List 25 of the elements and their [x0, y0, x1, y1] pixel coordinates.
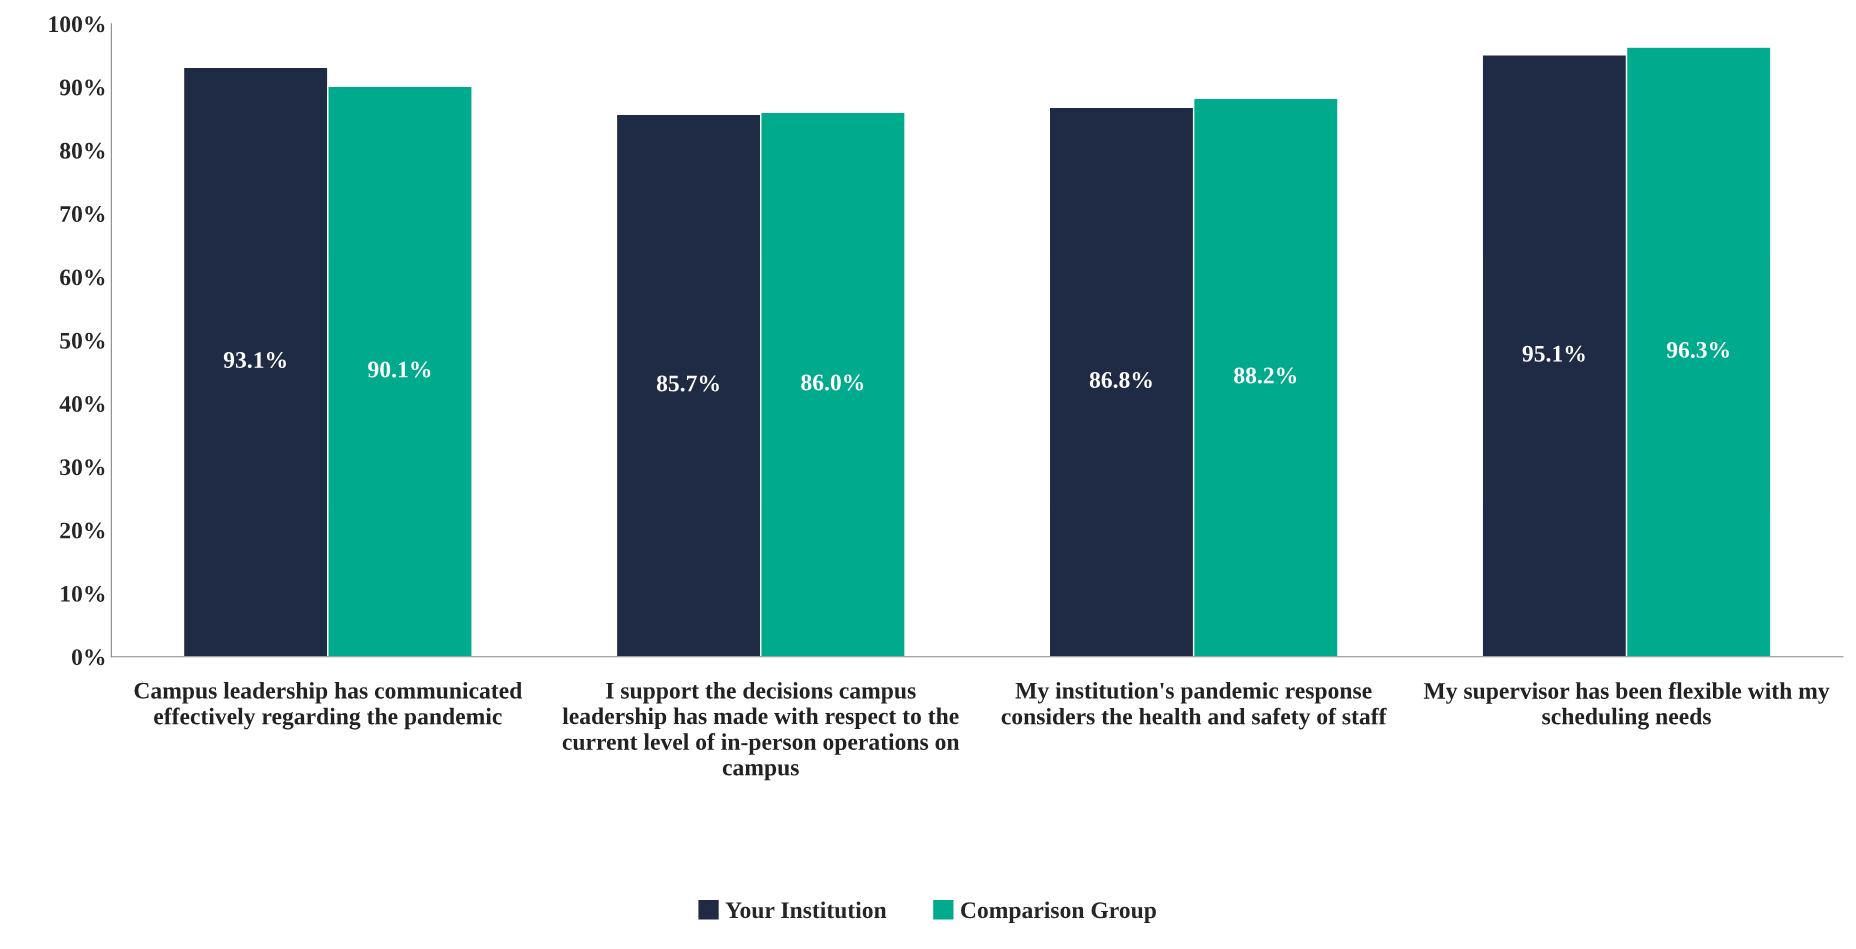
y-tick-label: 80%	[60, 142, 105, 159]
data-label: 96.3%	[1666, 341, 1729, 358]
y-tick-label: 30%	[60, 459, 105, 476]
y-tick-label: 70%	[60, 206, 105, 223]
x-tick-label: Campus leadership has communicated effectively regarding the pandemic	[134, 682, 523, 730]
y-tick-label: 10%	[61, 585, 105, 602]
data-label: 95.1%	[1522, 345, 1585, 362]
y-tick-label: 40%	[59, 396, 105, 413]
data-label: 86.0%	[801, 374, 864, 391]
data-label: 86.8%	[1089, 371, 1152, 389]
y-tick-label: 100%	[49, 16, 105, 33]
data-label: 88.2%	[1234, 367, 1297, 384]
y-tick-label: 20%	[60, 522, 105, 539]
data-label: 85.7%	[656, 375, 719, 392]
x-tick-label: I support the decisions campus leadership has made with respect to the current level of in-person operations on campus	[562, 682, 960, 781]
y-tick-label: 50%	[60, 332, 105, 349]
y-tick-label: 90%	[59, 79, 105, 96]
data-label: 93.1%	[223, 352, 286, 369]
x-tick-label: My supervisor has been flexible with my scheduling needs	[1423, 682, 1830, 730]
x-tick-label: My institution's pandemic response considers the health and safety of staff	[1001, 682, 1387, 730]
legend-label: Your Institution	[725, 901, 887, 919]
y-tick-label: 60%	[60, 269, 105, 286]
y-tick-label: 0%	[71, 649, 105, 666]
legend-label: Comparison Group	[961, 901, 1156, 923]
data-label: 90.1%	[368, 361, 431, 378]
